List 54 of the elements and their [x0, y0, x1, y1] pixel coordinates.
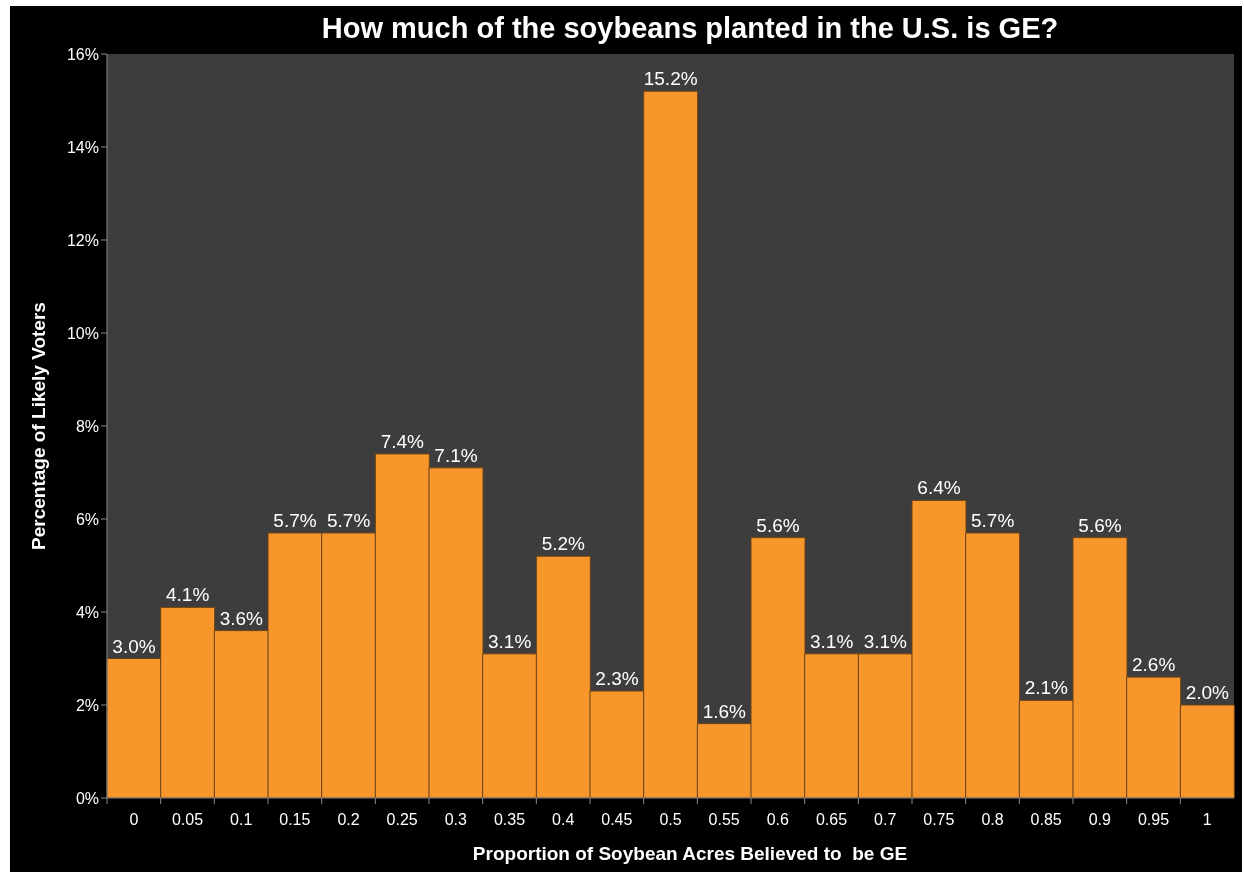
x-tick-label: 0.5: [659, 811, 682, 828]
x-tick-label: 0.25: [386, 811, 418, 828]
x-tick-label: 0.8: [981, 811, 1004, 828]
x-tick-label: 0.35: [493, 811, 526, 828]
x-axis-title: Proportion of Soybean Acres Believed to be GE: [472, 843, 908, 864]
y-axis-title: Percentage of Likely Voters: [27, 302, 49, 550]
data-label: 3.1%: [863, 630, 908, 652]
data-label: 3.1%: [810, 630, 854, 652]
x-tick-label: 0: [129, 811, 139, 828]
x-tick-label: 0.55: [708, 811, 740, 828]
y-tick-label: 14%: [66, 138, 99, 156]
y-tick-label: 16%: [66, 45, 99, 63]
y-tick-label: 4%: [75, 603, 99, 621]
data-label: 2.6%: [1132, 654, 1176, 676]
data-label: 5.7%: [971, 509, 1015, 531]
y-tick-label: 10%: [66, 324, 99, 342]
x-tick-label: 0.7: [874, 811, 897, 828]
y-tick-label: 12%: [66, 231, 99, 249]
x-tick-label: 0.95: [1137, 811, 1170, 828]
x-tick-label: 0.6: [766, 811, 790, 828]
data-label: 5.2%: [541, 533, 586, 555]
data-label: 7.1%: [434, 444, 478, 466]
x-tick-label: 0.4: [552, 811, 575, 828]
x-tick-label: 0.85: [1030, 811, 1062, 828]
x-tick-label: 0.9: [1088, 811, 1112, 828]
data-label: 5.7%: [273, 509, 317, 531]
x-tick-label: 0.15: [279, 811, 311, 828]
data-label: 6.4%: [917, 477, 961, 499]
x-tick-label: 0.65: [815, 811, 848, 828]
data-label: 1.6%: [702, 700, 747, 722]
y-tick-label: 6%: [75, 510, 99, 528]
x-tick-label: 1: [1202, 811, 1212, 828]
data-label: 2.1%: [1024, 677, 1069, 699]
x-tick-label: 0.3: [444, 811, 468, 828]
y-tick-label: 0%: [75, 789, 99, 807]
y-tick-label: 2%: [75, 696, 99, 714]
x-tick-label: 0.45: [601, 811, 633, 828]
data-label: 2.3%: [595, 668, 639, 690]
x-tick-label: 0.1: [230, 811, 253, 828]
data-label: 5.6%: [756, 514, 800, 536]
data-label: 5.6%: [1078, 514, 1122, 536]
data-label: 15.2%: [643, 68, 698, 90]
x-tick-label: 0.2: [337, 811, 360, 828]
chart-title: How much of the soybeans planted in the U.S. is GE?: [320, 12, 1060, 45]
data-label: 3.1%: [488, 630, 532, 652]
x-tick-label: 0.75: [923, 811, 955, 828]
y-tick-label: 8%: [75, 417, 99, 435]
data-label: 3.0%: [112, 635, 156, 657]
data-label: 3.6%: [219, 607, 264, 629]
data-label: 7.4%: [380, 430, 425, 452]
data-label: 4.1%: [166, 584, 210, 606]
data-label: 5.7%: [327, 509, 371, 531]
data-label: 2.0%: [1185, 682, 1230, 703]
x-tick-label: 0.05: [171, 811, 204, 828]
